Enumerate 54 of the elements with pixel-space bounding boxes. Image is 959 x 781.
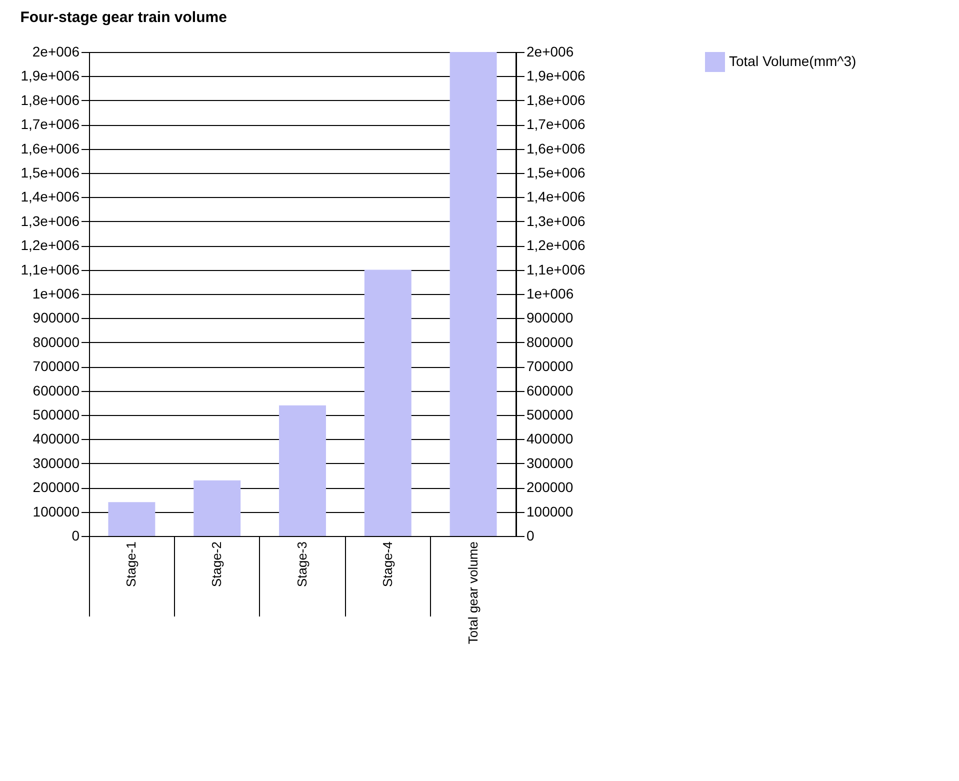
- chart-title: Four-stage gear train volume: [20, 9, 227, 26]
- y2-tick-label: 1,2e+006: [526, 237, 586, 254]
- y2-tick-label: 1,9e+006: [526, 68, 586, 84]
- y-tick-label: 1,3e+006: [20, 212, 80, 229]
- y2-tick-label: 900000: [526, 310, 574, 326]
- y-tick-label: 300000: [32, 454, 80, 471]
- bar: [279, 405, 326, 536]
- bar: [450, 52, 497, 536]
- y-tick-label: 600000: [32, 382, 80, 398]
- y-tick-label: 1e+006: [32, 286, 80, 302]
- x-tick-label: Stage-1: [124, 542, 139, 588]
- y-tick-label: 400000: [32, 430, 80, 447]
- x-tick-label: Stage-4: [380, 542, 395, 588]
- y2-tick-label: 1,1e+006: [526, 261, 586, 278]
- y-tick-label: 800000: [32, 334, 80, 350]
- y2-tick-label: 700000: [526, 358, 574, 374]
- y2-tick-label: 1,7e+006: [526, 116, 586, 132]
- y-tick-label: 1,1e+006: [20, 261, 80, 278]
- x-tick-label: Stage-3: [294, 542, 310, 588]
- y-tick-label: 200000: [32, 479, 80, 496]
- legend-label: Total Volume(mm^3): [729, 53, 856, 69]
- y-tick-label: 1,7e+006: [20, 116, 80, 132]
- y2-tick-label: 600000: [526, 382, 574, 398]
- y2-tick-label: 300000: [526, 454, 574, 471]
- y2-tick-label: 100000: [526, 503, 574, 520]
- y2-tick-label: 500000: [526, 406, 574, 422]
- y-tick-label: 1,6e+006: [20, 140, 80, 156]
- y2-tick-label: 200000: [526, 479, 574, 496]
- bar: [108, 502, 156, 536]
- y2-tick-label: 1,6e+006: [526, 140, 586, 156]
- y-tick-label: 1,8e+006: [20, 92, 80, 108]
- y2-tick-label: 1,3e+006: [526, 212, 586, 229]
- y2-tick-label: 1e+006: [526, 286, 574, 302]
- bar: [364, 270, 412, 536]
- y-tick-label: 1,2e+006: [20, 237, 80, 254]
- y2-tick-label: 1,5e+006: [526, 164, 586, 180]
- y-tick-label: 1,5e+006: [20, 164, 80, 180]
- y2-tick-label: 1,4e+006: [526, 188, 586, 205]
- y-tick-label: 700000: [32, 358, 80, 374]
- y2-tick-label: 2e+006: [526, 44, 574, 60]
- y-tick-label: 900000: [32, 310, 80, 326]
- y-tick-label: 1,4e+006: [20, 188, 80, 205]
- x-tick-label: Total gear volume: [465, 542, 480, 644]
- y-tick-label: 0: [72, 528, 80, 544]
- bar: [194, 480, 241, 536]
- y2-tick-label: 400000: [526, 430, 574, 447]
- y2-tick-label: 800000: [526, 334, 574, 350]
- y-tick-label: 100000: [32, 503, 80, 520]
- y-tick-label: 1,9e+006: [20, 68, 80, 84]
- y2-tick-label: 0: [526, 528, 534, 544]
- y-tick-label: 2e+006: [32, 44, 80, 60]
- x-tick-label: Stage-2: [209, 542, 224, 588]
- y-tick-label: 500000: [32, 406, 80, 422]
- y2-tick-label: 1,8e+006: [526, 92, 586, 108]
